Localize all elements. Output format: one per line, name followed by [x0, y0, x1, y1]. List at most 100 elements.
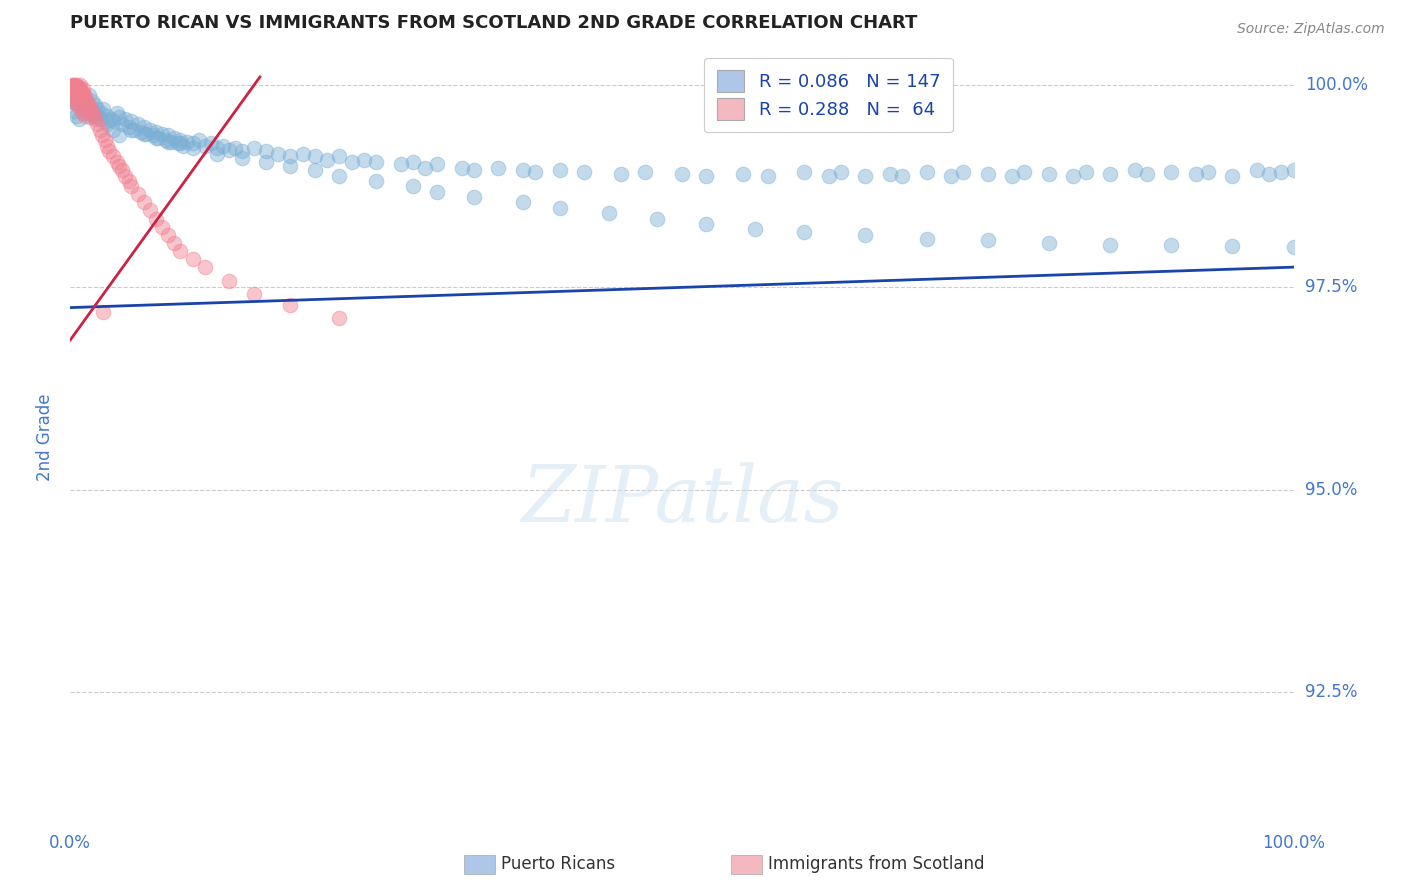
Point: [1258, 167, 1281, 181]
Point: [73, 109, 96, 123]
Point: [463, 190, 485, 204]
Point: [817, 169, 839, 183]
Point: [72, 95, 94, 109]
Point: [194, 260, 217, 274]
Point: [793, 225, 815, 239]
Point: [548, 163, 571, 178]
Point: [340, 155, 363, 169]
Point: [280, 159, 302, 173]
Point: [695, 217, 717, 231]
Point: [610, 167, 633, 181]
Point: [75, 106, 97, 120]
Point: [280, 298, 302, 312]
Point: [63, 79, 86, 94]
Point: [167, 136, 190, 151]
Point: [114, 169, 136, 183]
Point: [63, 90, 86, 104]
Point: [72, 101, 94, 115]
Point: [172, 138, 194, 153]
Text: 100.0%: 100.0%: [1305, 76, 1368, 94]
Point: [114, 112, 136, 126]
Point: [194, 138, 217, 153]
Point: [169, 136, 191, 151]
Point: [77, 103, 100, 118]
Point: [512, 195, 534, 210]
Point: [181, 136, 204, 151]
Point: [148, 130, 170, 145]
Point: [139, 203, 162, 218]
Point: [62, 78, 84, 92]
Point: [135, 127, 157, 141]
Point: [316, 153, 339, 167]
Point: [96, 109, 118, 123]
Point: [952, 165, 974, 179]
Text: ZIPatlas: ZIPatlas: [520, 462, 844, 538]
Point: [915, 165, 938, 179]
Text: Immigrants from Scotland: Immigrants from Scotland: [768, 855, 984, 873]
Point: [101, 149, 124, 163]
Point: [598, 206, 620, 220]
Point: [1220, 169, 1243, 183]
Point: [830, 165, 852, 179]
Point: [450, 161, 472, 175]
Point: [86, 103, 108, 117]
Point: [254, 155, 277, 169]
Point: [181, 252, 204, 266]
Point: [304, 163, 326, 178]
Point: [75, 93, 97, 107]
Point: [70, 87, 93, 102]
Point: [243, 141, 266, 155]
Point: [187, 133, 209, 147]
Point: [1160, 238, 1182, 252]
Point: [1099, 238, 1122, 252]
Point: [426, 185, 449, 199]
Point: [122, 122, 145, 136]
Point: [205, 146, 228, 161]
Point: [72, 82, 94, 96]
Point: [150, 219, 173, 234]
Point: [1220, 239, 1243, 253]
Point: [90, 106, 112, 120]
Point: [121, 122, 143, 136]
Point: [280, 149, 302, 163]
Point: [1270, 165, 1292, 179]
Point: [67, 112, 90, 126]
Point: [366, 173, 388, 187]
Point: [67, 79, 90, 94]
Point: [169, 133, 191, 147]
Point: [69, 86, 91, 100]
Point: [73, 90, 96, 104]
Point: [1038, 235, 1060, 250]
Point: [63, 78, 86, 92]
Point: [118, 173, 141, 187]
Point: [77, 98, 100, 112]
Point: [66, 98, 89, 112]
Point: [108, 159, 131, 173]
Point: [96, 138, 118, 153]
Point: [72, 86, 94, 100]
Point: [139, 122, 162, 136]
Point: [83, 109, 105, 123]
Point: [70, 85, 93, 99]
Point: [111, 163, 134, 178]
Point: [756, 169, 779, 183]
Point: [121, 179, 143, 194]
Point: [976, 234, 998, 248]
Point: [304, 149, 326, 163]
Point: [1014, 165, 1036, 179]
Point: [96, 114, 118, 128]
Point: [169, 244, 191, 258]
Point: [60, 78, 83, 92]
Point: [82, 95, 104, 109]
Point: [176, 135, 198, 149]
Point: [1001, 169, 1024, 183]
Point: [69, 82, 91, 96]
Point: [1282, 240, 1305, 254]
Point: [63, 103, 86, 118]
Point: [65, 85, 87, 99]
Point: [744, 222, 766, 236]
Point: [127, 117, 149, 131]
Point: [157, 128, 180, 143]
Point: [63, 82, 86, 96]
Point: [463, 163, 485, 178]
